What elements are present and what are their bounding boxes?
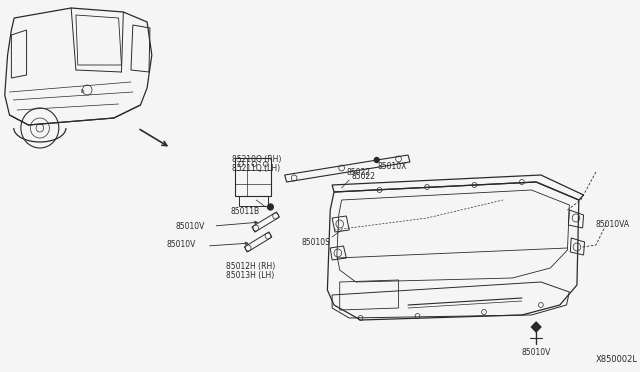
Text: 85211Q (LH): 85211Q (LH) xyxy=(232,164,280,173)
Bar xyxy=(236,158,271,196)
Text: X850002L: X850002L xyxy=(596,355,638,364)
Text: 85010X: 85010X xyxy=(378,162,407,171)
Text: 85010V: 85010V xyxy=(166,240,195,248)
Text: 85022: 85022 xyxy=(346,168,371,177)
Circle shape xyxy=(268,204,273,210)
Text: b: b xyxy=(81,89,84,94)
Polygon shape xyxy=(531,322,541,332)
Text: 85022: 85022 xyxy=(351,172,375,181)
Text: 85011B: 85011B xyxy=(230,207,260,216)
Text: 85013H (LH): 85013H (LH) xyxy=(226,271,274,280)
Text: 85010S: 85010S xyxy=(301,238,330,247)
Text: 85210Q (RH): 85210Q (RH) xyxy=(232,155,281,164)
Text: 85012H (RH): 85012H (RH) xyxy=(226,262,275,271)
Text: 85010V: 85010V xyxy=(175,221,205,231)
Text: 85010V: 85010V xyxy=(522,348,551,357)
Circle shape xyxy=(374,157,379,163)
Text: 85010VA: 85010VA xyxy=(596,220,630,229)
